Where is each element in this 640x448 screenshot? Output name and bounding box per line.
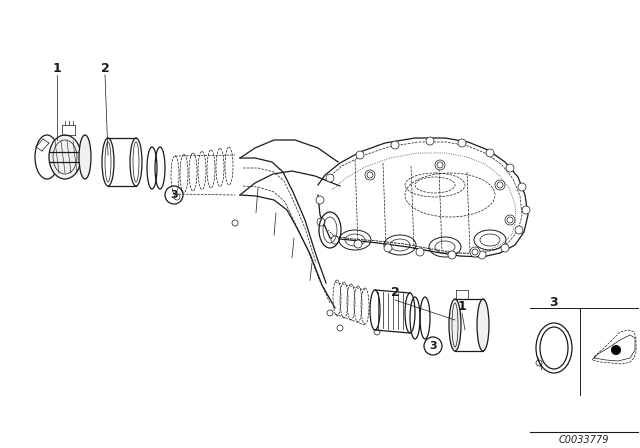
Circle shape <box>435 160 445 170</box>
Circle shape <box>326 174 334 182</box>
Text: 1: 1 <box>458 300 467 313</box>
Circle shape <box>478 251 486 259</box>
Ellipse shape <box>79 135 91 179</box>
Circle shape <box>354 240 362 248</box>
Circle shape <box>518 183 526 191</box>
Circle shape <box>384 244 392 252</box>
Text: 3: 3 <box>550 296 558 309</box>
Circle shape <box>391 141 399 149</box>
Circle shape <box>356 151 364 159</box>
Circle shape <box>316 196 324 204</box>
Circle shape <box>365 170 375 180</box>
Circle shape <box>448 251 456 259</box>
Circle shape <box>470 247 480 257</box>
Circle shape <box>611 345 621 355</box>
Text: 2: 2 <box>100 61 109 74</box>
Circle shape <box>501 244 509 252</box>
Circle shape <box>458 139 466 147</box>
Text: C0033779: C0033779 <box>559 435 609 445</box>
Circle shape <box>486 149 494 157</box>
Text: 2: 2 <box>390 287 399 300</box>
Ellipse shape <box>477 299 489 351</box>
Circle shape <box>416 248 424 256</box>
Circle shape <box>505 215 515 225</box>
Circle shape <box>331 236 339 244</box>
Text: 1: 1 <box>52 61 61 74</box>
Text: 3: 3 <box>429 341 437 351</box>
Circle shape <box>165 186 183 204</box>
Circle shape <box>506 164 514 172</box>
Circle shape <box>426 137 434 145</box>
Circle shape <box>424 337 442 355</box>
Circle shape <box>515 226 523 234</box>
Ellipse shape <box>49 135 81 179</box>
Circle shape <box>495 180 505 190</box>
Circle shape <box>522 206 530 214</box>
Ellipse shape <box>449 299 461 351</box>
Circle shape <box>317 218 325 226</box>
Text: 3: 3 <box>170 190 178 200</box>
